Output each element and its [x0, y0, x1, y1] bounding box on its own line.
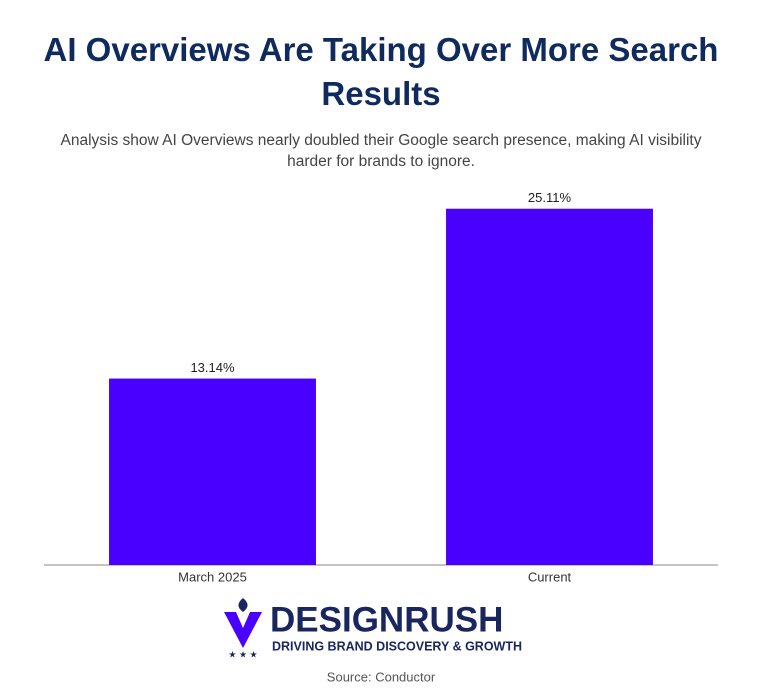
value-label: 25.11% — [528, 190, 572, 205]
x-tick-label: Current — [528, 569, 572, 584]
source: Source: Conductor — [327, 669, 436, 684]
bar — [109, 378, 316, 565]
chart-subtitle: Analysis show AI Overviews nearly double… — [60, 132, 702, 170]
svg-text:★ ★ ★: ★ ★ ★ — [228, 649, 257, 659]
x-tick-label: March 2025 — [178, 569, 247, 584]
value-label: 13.14% — [190, 360, 235, 375]
chart-title: AI Overviews Are Taking Over More Search… — [43, 31, 719, 112]
logo-tagline: DRIVING BRAND DISCOVERY & GROWTH — [272, 639, 522, 653]
bar — [446, 208, 653, 565]
logo-icon: ★ ★ ★ — [224, 598, 262, 659]
logo-name: DESIGNRUSH — [270, 600, 503, 639]
